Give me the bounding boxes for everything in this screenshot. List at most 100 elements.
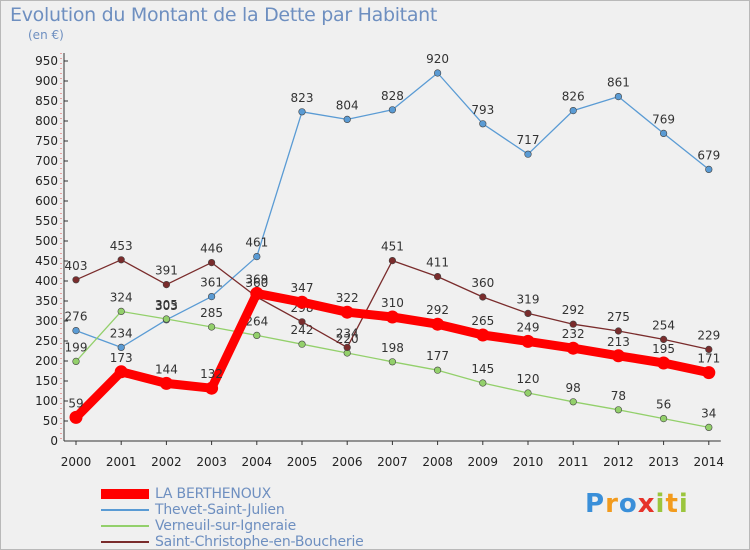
chart-title: Evolution du Montant de la Dette par Hab…	[10, 4, 438, 26]
data-point	[388, 257, 397, 265]
data-label: 823	[291, 91, 314, 105]
y-tick-label: 650	[35, 174, 58, 188]
data-label: 679	[697, 148, 720, 162]
data-point	[569, 106, 577, 115]
series-la-berthenoux: 59 173 144 132 369 347 322 310 292 265 249 232 213 19…	[68, 272, 720, 424]
legend-label: LA BERTHENOUX	[155, 486, 271, 502]
x-tick-label: 2004	[242, 455, 273, 469]
data-point	[524, 389, 532, 397]
data-label: 319	[517, 292, 540, 306]
data-label: 132	[200, 367, 223, 381]
x-tick-label: 2001	[106, 455, 137, 469]
data-label: 453	[110, 239, 133, 253]
y-tick-label: 850	[35, 94, 58, 108]
data-label: 310	[381, 296, 404, 310]
data-point	[479, 293, 487, 301]
data-point	[569, 320, 577, 328]
y-tick-label: 200	[35, 354, 58, 368]
data-point	[298, 318, 306, 326]
data-point	[343, 115, 351, 123]
legend-swatch	[101, 541, 149, 543]
data-point	[611, 349, 625, 363]
y-tick-label: 50	[43, 414, 58, 428]
y-tick-label: 450	[35, 254, 58, 268]
data-label: 403	[65, 259, 88, 273]
data-point	[431, 317, 445, 331]
data-label: 249	[517, 320, 540, 334]
y-tick-label: 700	[35, 154, 58, 168]
data-label: 411	[426, 256, 449, 270]
data-label: 265	[471, 314, 494, 328]
data-label: 229	[697, 328, 720, 342]
data-point	[705, 423, 713, 432]
logo-letter: o	[618, 489, 638, 519]
data-label: 769	[652, 112, 675, 126]
data-point	[114, 365, 128, 379]
x-tick-label: 2006	[332, 455, 363, 469]
data-point	[253, 253, 261, 261]
data-point	[657, 356, 671, 370]
y-tick-label: 150	[35, 374, 58, 388]
legend-label: Saint-Christophe-en-Boucherie	[155, 534, 364, 550]
x-tick-label: 2012	[603, 455, 634, 469]
proxiti-logo: Proxiti	[585, 489, 689, 519]
data-label: 234	[336, 326, 359, 340]
y-tick-label: 600	[35, 194, 58, 208]
data-label: 195	[652, 342, 675, 356]
data-point	[295, 295, 309, 309]
data-point	[385, 310, 399, 324]
y-tick-label: 400	[35, 274, 58, 288]
data-point	[162, 281, 170, 289]
y-tick-label: 900	[35, 74, 58, 88]
data-point	[479, 379, 487, 387]
data-label: 292	[562, 303, 585, 317]
data-label: 461	[245, 236, 268, 250]
data-point	[69, 410, 83, 424]
data-point	[343, 343, 351, 352]
y-tick-label: 350	[35, 294, 58, 308]
data-point	[388, 358, 397, 366]
data-label: 285	[200, 306, 223, 320]
data-point	[340, 305, 354, 319]
data-label: 242	[291, 323, 314, 337]
x-tick-label: 2000	[61, 455, 92, 469]
data-point	[117, 343, 125, 352]
legend-swatch	[101, 509, 149, 511]
data-label: 861	[607, 76, 630, 90]
data-point	[614, 92, 623, 101]
x-tick-label: 2013	[648, 455, 679, 469]
y-tick-label: 250	[35, 334, 58, 348]
data-point	[205, 381, 219, 395]
data-label: 826	[562, 90, 585, 104]
data-point	[521, 334, 535, 348]
data-point	[72, 327, 80, 335]
x-tick-label: 2003	[196, 455, 227, 469]
data-label: 303	[155, 299, 178, 313]
data-label: 360	[471, 276, 494, 290]
data-label: 276	[65, 310, 88, 324]
y-tick-label: 750	[35, 134, 58, 148]
y-tick-label: 0	[50, 434, 58, 448]
data-point	[117, 256, 125, 264]
data-point	[524, 150, 532, 158]
x-tick-label: 2008	[422, 455, 453, 469]
data-label: 369	[245, 272, 268, 286]
data-point	[434, 366, 442, 374]
data-point	[659, 335, 668, 344]
data-label: 232	[562, 327, 585, 341]
data-label: 264	[245, 314, 268, 328]
data-point	[298, 340, 306, 348]
data-point	[702, 366, 716, 380]
data-point	[208, 293, 216, 301]
data-label: 56	[656, 398, 671, 412]
data-label: 213	[607, 335, 630, 349]
data-label: 361	[200, 276, 223, 290]
x-tick-label: 2002	[151, 455, 182, 469]
data-point	[659, 415, 668, 423]
y-tick-label: 800	[35, 114, 58, 128]
data-label: 292	[426, 303, 449, 317]
data-label: 78	[611, 389, 626, 403]
data-label: 391	[155, 264, 178, 278]
data-label: 828	[381, 89, 404, 103]
